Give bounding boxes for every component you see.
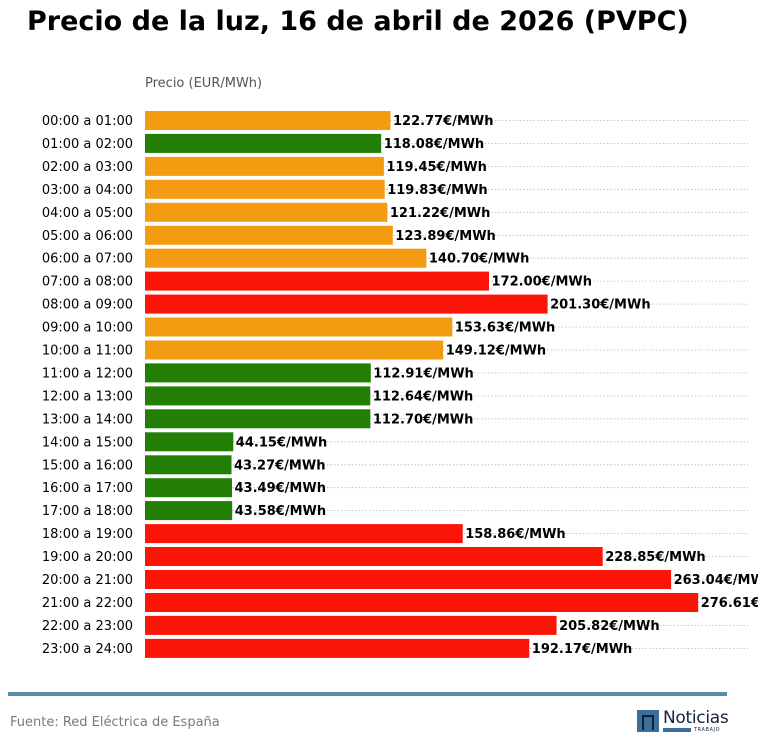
bar [145, 225, 393, 245]
bar [145, 179, 385, 199]
value-label: 149.12€/MWh [446, 344, 547, 359]
value-label: 112.64€/MWh [373, 389, 474, 404]
value-labels: 122.77€/MWh 118.08€/MWh 119.45€/MWh 119.83€… [234, 114, 758, 657]
value-label: 263.04€/MWh [674, 573, 758, 588]
category-label: 01:00 a 02:00 [42, 137, 133, 152]
category-label: 02:00 a 03:00 [42, 160, 133, 175]
category-label: 06:00 a 07:00 [42, 252, 133, 267]
bar [145, 501, 233, 521]
footer-divider [8, 692, 727, 696]
value-label: 140.70€/MWh [429, 252, 530, 267]
category-label: 12:00 a 13:00 [42, 389, 133, 404]
bar [145, 524, 463, 544]
category-label: 03:00 a 04:00 [42, 183, 133, 198]
bar [145, 547, 603, 566]
value-label: 122.77€/MWh [393, 114, 494, 129]
bar [145, 638, 530, 658]
value-label: 43.58€/MWh [235, 504, 326, 519]
bar [145, 156, 384, 176]
category-label: 07:00 a 08:00 [42, 275, 133, 290]
source-text: Fuente: Red Eléctrica de España [10, 715, 220, 730]
brand-logo: Noticias TRABAJO [637, 708, 729, 735]
value-label: 158.86€/MWh [465, 527, 566, 542]
value-label: 228.85€/MWh [605, 550, 706, 565]
category-label: 20:00 a 21:00 [42, 573, 133, 588]
category-label: 22:00 a 23:00 [42, 619, 133, 634]
category-label: 21:00 a 22:00 [42, 596, 133, 611]
bar [145, 248, 427, 268]
axis-label: Precio (EUR/MWh) [145, 76, 262, 91]
bar [145, 478, 232, 498]
category-label: 04:00 a 05:00 [42, 206, 133, 221]
category-label: 09:00 a 10:00 [42, 321, 133, 336]
value-label: 172.00€/MWh [492, 275, 593, 290]
bar [145, 317, 453, 337]
value-label: 153.63€/MWh [455, 321, 556, 336]
bar [145, 409, 371, 429]
bar [145, 570, 672, 589]
bar [145, 111, 391, 130]
category-label: 23:00 a 24:00 [42, 642, 133, 657]
value-label: 205.82€/MWh [559, 619, 660, 634]
value-label: 123.89€/MWh [395, 229, 496, 244]
bar [145, 615, 557, 635]
category-label: 13:00 a 14:00 [42, 412, 133, 427]
value-label: 112.91€/MWh [373, 366, 474, 381]
value-label: 112.70€/MWh [373, 412, 474, 427]
bar [145, 133, 382, 153]
logo-word: Noticias [663, 708, 729, 728]
bar [145, 432, 234, 452]
logo-underline [663, 728, 691, 732]
category-label: 05:00 a 06:00 [42, 229, 133, 244]
logo-mark-icon [637, 710, 659, 732]
category-label: 15:00 a 16:00 [42, 458, 133, 473]
logo-subtext: TRABAJO [694, 727, 721, 733]
bar [145, 294, 548, 314]
value-label: 121.22€/MWh [390, 206, 491, 221]
value-label: 118.08€/MWh [384, 137, 485, 152]
category-label: 14:00 a 15:00 [42, 435, 133, 450]
value-label: 43.27€/MWh [234, 458, 325, 473]
category-label: 11:00 a 12:00 [42, 366, 133, 381]
category-label: 08:00 a 09:00 [42, 298, 133, 313]
bar-chart: Precio (EUR/MWh) 00:00 a 01:00 01:00 a 02… [42, 76, 758, 658]
bar [145, 340, 444, 360]
bar [145, 202, 388, 222]
value-label: 119.83€/MWh [387, 183, 488, 198]
value-label: 276.61€/MWh [701, 596, 758, 611]
value-label: 43.49€/MWh [235, 481, 326, 496]
value-label: 119.45€/MWh [386, 160, 487, 175]
category-labels: 00:00 a 01:00 01:00 a 02:00 02:00 a 03:00 0… [42, 114, 133, 657]
category-label: 10:00 a 11:00 [42, 344, 133, 359]
value-label: 192.17€/MWh [532, 642, 633, 657]
value-label: 44.15€/MWh [236, 435, 327, 450]
value-label: 201.30€/MWh [550, 298, 651, 313]
grid-lines [145, 120, 748, 649]
bar [145, 271, 489, 291]
category-label: 19:00 a 20:00 [42, 550, 133, 565]
bars [145, 111, 699, 658]
category-label: 18:00 a 19:00 [42, 527, 133, 542]
category-label: 00:00 a 01:00 [42, 114, 133, 129]
bar [145, 386, 371, 406]
category-label: 17:00 a 18:00 [42, 504, 133, 519]
bar [145, 593, 699, 612]
category-label: 16:00 a 17:00 [42, 481, 133, 496]
chart-title: Precio de la luz, 16 de abril de 2026 (P… [27, 6, 689, 37]
bar [145, 363, 371, 383]
bar [145, 455, 232, 475]
